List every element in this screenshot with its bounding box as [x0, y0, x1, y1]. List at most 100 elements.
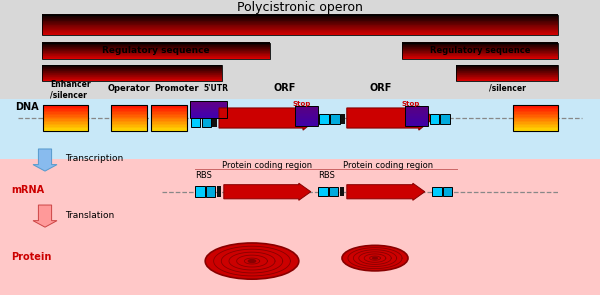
Bar — [456, 67, 558, 68]
Bar — [402, 53, 558, 54]
Bar — [295, 116, 318, 118]
Bar — [456, 76, 558, 77]
Circle shape — [248, 259, 256, 263]
Text: mRNA: mRNA — [11, 185, 44, 195]
Bar — [151, 116, 187, 118]
Bar — [42, 47, 270, 48]
Bar — [42, 15, 558, 17]
Bar — [42, 67, 222, 68]
Text: Protein coding region: Protein coding region — [343, 161, 433, 170]
Text: DNA: DNA — [15, 102, 38, 112]
Bar — [402, 52, 558, 53]
Bar — [151, 124, 187, 125]
Text: ORF: ORF — [370, 83, 392, 93]
FancyArrow shape — [224, 183, 311, 200]
Bar — [513, 118, 558, 119]
Bar — [111, 112, 147, 114]
Bar — [513, 105, 558, 106]
Text: Stop: Stop — [402, 101, 421, 107]
Bar — [43, 112, 88, 114]
Bar — [0, 99, 600, 159]
Bar — [43, 116, 88, 118]
Bar — [319, 114, 329, 124]
Bar — [190, 111, 227, 112]
Bar — [111, 118, 147, 119]
Bar — [330, 114, 340, 124]
Text: Enhancer
/silencer: Enhancer /silencer — [50, 80, 91, 99]
Bar — [43, 113, 88, 115]
Bar — [402, 43, 558, 59]
Bar — [191, 116, 200, 127]
Bar — [0, 0, 600, 99]
Bar — [341, 114, 345, 124]
Bar — [456, 73, 558, 74]
Bar — [42, 33, 558, 35]
Bar — [405, 106, 428, 108]
Bar — [111, 124, 147, 125]
Bar — [402, 45, 558, 46]
Bar — [190, 104, 227, 105]
Bar — [402, 51, 558, 52]
Bar — [42, 46, 270, 47]
Bar — [430, 114, 439, 124]
Bar — [402, 55, 558, 56]
Bar — [456, 67, 558, 68]
Bar — [443, 187, 452, 196]
Bar — [111, 106, 147, 108]
Bar — [402, 57, 558, 58]
Bar — [405, 117, 428, 119]
Bar — [42, 27, 558, 28]
Text: Translation: Translation — [65, 211, 114, 220]
Bar — [405, 113, 428, 114]
Bar — [42, 76, 222, 77]
Bar — [42, 48, 270, 49]
Bar — [42, 19, 558, 21]
Bar — [42, 45, 270, 46]
Bar — [513, 126, 558, 128]
Bar — [402, 54, 558, 55]
Bar — [42, 32, 558, 33]
Bar — [42, 18, 558, 19]
Bar — [295, 113, 318, 114]
Bar — [42, 56, 270, 57]
Bar — [42, 44, 270, 45]
Bar — [206, 186, 215, 197]
Bar — [513, 108, 558, 109]
FancyArrow shape — [347, 183, 425, 200]
Bar — [42, 21, 558, 22]
Bar — [402, 42, 558, 43]
Bar — [42, 57, 270, 58]
Bar — [151, 129, 187, 131]
Bar — [42, 20, 558, 21]
Bar — [402, 49, 558, 50]
FancyArrow shape — [33, 205, 57, 227]
Text: RBS: RBS — [196, 171, 212, 180]
Bar — [202, 116, 211, 127]
Bar — [405, 119, 428, 121]
Bar — [456, 74, 558, 75]
Bar — [432, 187, 442, 196]
Bar — [190, 114, 227, 116]
Bar — [43, 125, 88, 127]
Bar — [42, 34, 558, 35]
Bar — [111, 125, 147, 127]
Bar — [43, 115, 88, 117]
Bar — [190, 105, 227, 106]
Bar — [42, 52, 270, 53]
Text: Promoter: Promoter — [155, 84, 199, 93]
Text: Operator: Operator — [107, 84, 151, 93]
Bar — [43, 105, 88, 131]
Bar — [151, 121, 187, 122]
Bar — [402, 52, 558, 53]
Bar — [190, 115, 227, 117]
Bar — [42, 46, 270, 47]
Text: 5'UTR: 5'UTR — [203, 84, 229, 93]
Bar — [151, 105, 187, 106]
Bar — [318, 187, 328, 196]
Bar — [42, 79, 222, 80]
Bar — [190, 112, 227, 114]
Bar — [0, 159, 600, 295]
Bar — [190, 110, 227, 111]
Bar — [42, 74, 222, 75]
Bar — [111, 105, 147, 131]
